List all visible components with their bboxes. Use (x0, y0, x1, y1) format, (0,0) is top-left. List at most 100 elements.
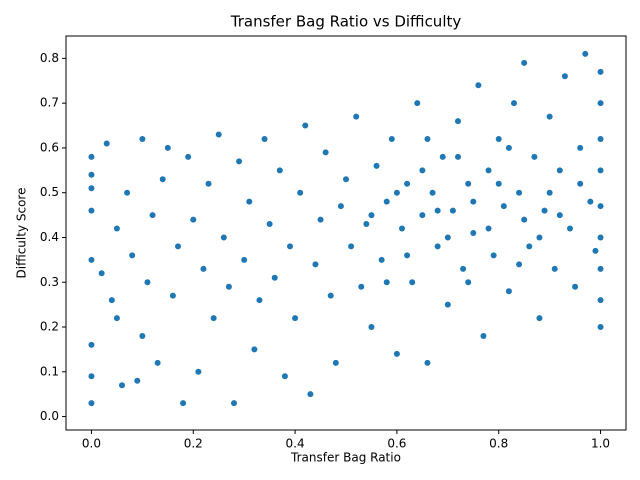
scatter-point (511, 100, 517, 107)
scatter-point (490, 252, 497, 259)
chart-title: Transfer Bag Ratio vs Difficulty (230, 13, 462, 31)
scatter-point (455, 118, 461, 125)
scatter-point (88, 185, 95, 192)
scatter-point (526, 243, 533, 250)
scatter-point (561, 73, 568, 80)
scatter-point (368, 212, 375, 219)
scatter-point (470, 198, 477, 205)
scatter-point (505, 144, 512, 151)
scatter-point (88, 171, 95, 178)
scatter-point (577, 180, 584, 187)
scatter-point (246, 198, 253, 205)
scatter-point (159, 176, 166, 183)
scatter-point (536, 234, 543, 241)
y-tick-label: 0.2 (40, 320, 59, 334)
scatter-point (460, 265, 467, 272)
scatter-point (597, 324, 604, 331)
scatter-point (343, 176, 349, 183)
y-tick-label: 0.3 (40, 275, 59, 289)
scatter-point (546, 113, 553, 120)
scatter-point (556, 212, 563, 219)
scatter-point (597, 203, 604, 210)
scatter-point (399, 225, 405, 232)
scatter-point (592, 247, 599, 254)
scatter-point (551, 265, 558, 272)
scatter-point (485, 167, 492, 174)
scatter-point (531, 153, 538, 160)
scatter-point (597, 265, 604, 272)
x-tick-label: 0.4 (286, 437, 305, 451)
scatter-point (485, 225, 492, 232)
scatter-point (231, 400, 237, 407)
scatter-point (505, 288, 512, 295)
y-tick-label: 0.4 (40, 230, 59, 244)
scatter-point (597, 234, 604, 241)
scatter-point (134, 377, 141, 384)
scatter-point (419, 212, 426, 219)
x-axis-label: Transfer Bag Ratio (290, 451, 401, 465)
y-tick-label: 0.6 (40, 140, 59, 154)
scatter-point (185, 153, 192, 160)
scatter-point (205, 180, 212, 187)
scatter-point (404, 252, 411, 259)
scatter-point (424, 359, 431, 366)
scatter-point (88, 153, 95, 160)
scatter-point (236, 158, 243, 165)
scatter-point (129, 252, 136, 259)
scatter-point (190, 216, 197, 223)
scatter-point (363, 221, 370, 228)
scatter-point (149, 212, 156, 219)
scatter-point (225, 283, 232, 290)
scatter-point (154, 359, 161, 366)
scatter-point (139, 332, 146, 339)
scatter-point (241, 256, 248, 263)
scatter-point (429, 189, 436, 196)
scatter-point (88, 341, 95, 348)
scatter-point (475, 82, 482, 89)
scatter-point (455, 153, 461, 160)
x-tick-label: 0.0 (82, 437, 101, 451)
scatter-point (180, 400, 187, 407)
scatter-point (536, 315, 543, 322)
scatter-point (302, 122, 309, 129)
scatter-point (88, 207, 95, 214)
scatter-point (378, 256, 385, 263)
y-tick-label: 0.7 (40, 96, 59, 110)
scatter-point (307, 391, 314, 398)
scatter-point (597, 68, 604, 75)
scatter-point (470, 230, 477, 236)
scatter-point (439, 153, 446, 160)
scatter-point (108, 297, 115, 304)
x-tick-label: 1.0 (591, 437, 610, 451)
scatter-point (444, 301, 451, 308)
scatter-point (169, 292, 176, 299)
x-tick-label: 0.6 (387, 437, 406, 451)
scatter-point (587, 198, 594, 205)
scatter-point (409, 279, 416, 286)
scatter-point (312, 261, 319, 268)
scatter-point (572, 283, 579, 290)
scatter-point (261, 135, 268, 142)
scatter-point (388, 135, 395, 142)
scatter-point (495, 135, 502, 142)
scatter-point (124, 189, 131, 196)
scatter-point (113, 315, 120, 322)
scatter-point (597, 297, 604, 304)
scatter-point (516, 261, 523, 268)
y-tick-label: 0.8 (40, 51, 59, 65)
scatter-point (297, 189, 304, 196)
scatter-point (103, 140, 110, 147)
scatter-point (393, 189, 400, 196)
scatter-point (404, 180, 411, 187)
scatter-point (373, 162, 380, 169)
scatter-point (164, 144, 171, 151)
y-tick-label: 0.1 (40, 364, 59, 378)
scatter-point (281, 373, 288, 380)
scatter-point (327, 292, 334, 299)
scatter-point (215, 131, 222, 138)
scatter-point (465, 180, 472, 187)
scatter-point (414, 100, 421, 107)
scatter-point (322, 149, 329, 156)
scatter-point (393, 350, 400, 357)
